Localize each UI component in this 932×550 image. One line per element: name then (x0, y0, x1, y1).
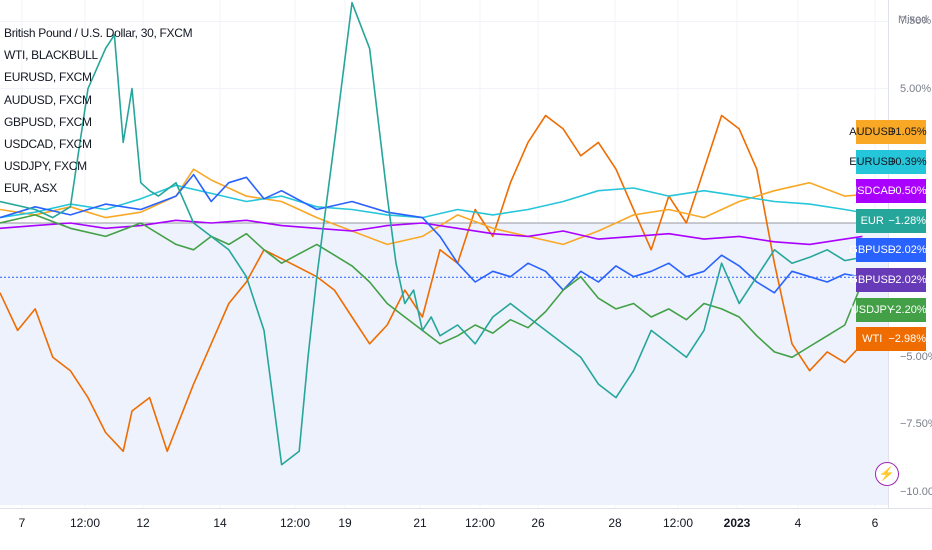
series-line-eur (0, 1, 863, 466)
legend-item-eur[interactable]: EUR, ASX (4, 181, 57, 196)
time-scale-divider (0, 508, 932, 509)
badge-value: −1.28% (888, 214, 926, 227)
badge-gbpusd: GBPUSD −2.02% (849, 268, 927, 292)
x-tick-label: 12:00 (464, 516, 496, 530)
x-tick-label: 4 (794, 516, 802, 530)
badge-gbpusd: GBPUSD −2.02% (849, 238, 927, 263)
y-tick-label: −7.50% (900, 418, 932, 431)
badge-symbol: EUR (860, 214, 884, 227)
badge-symbol: GBPUSD (849, 274, 896, 286)
badge-symbol: USDJPY (850, 303, 895, 316)
x-tick-label: 28 (608, 516, 622, 530)
badge-value: −2.98% (888, 333, 926, 346)
x-tick-label: 26 (531, 516, 545, 530)
legend-item-wti[interactable]: WTI, BLACKBULL (4, 48, 98, 63)
y-tick-label: 5.00% (900, 82, 932, 95)
badge-value: −2.02% (889, 244, 927, 257)
badge-symbol: EURUSD (849, 155, 896, 168)
legend-item-usdcad[interactable]: USDCAD, FXCM (4, 136, 92, 151)
badge-symbol: AUDUSD (849, 126, 896, 138)
x-tick-label: 14 (213, 516, 227, 530)
y-tick-label: −10.00% (900, 485, 932, 498)
badge-symbol: GBPUSD (849, 244, 896, 257)
badge-value: +0.39% (889, 155, 927, 168)
x-tick-label: 12:00 (279, 516, 311, 530)
series-line-eurusd (0, 184, 863, 219)
series-line-gbpusd (0, 173, 863, 294)
legend-item-eurusd[interactable]: EURUSD, FXCM (4, 70, 92, 85)
x-tick-label: 6 (871, 516, 879, 530)
legend-item-gbpusd[interactable]: GBPUSD, FXCM (4, 114, 92, 129)
legend-item-main-symbol[interactable]: British Pound / U.S. Dollar, 30, FXCM (4, 26, 193, 40)
badge-value: −0.50% (889, 185, 927, 198)
baseline-fill-area (0, 222, 888, 505)
lightning-icon[interactable]: ⚡ (875, 462, 899, 486)
badge-value: +1.05% (889, 126, 927, 138)
badge-symbol: USDCAD (849, 185, 896, 198)
legend-item-audusd[interactable]: AUDUSD, FXCM (4, 92, 92, 107)
badge-value: −2.20% (889, 303, 927, 316)
badge-usdcad: USDCAD −0.50% (849, 179, 927, 204)
badge-eurusd: EURUSD +0.39% (849, 149, 927, 174)
series-line-wti (0, 114, 863, 453)
series-legend: British Pound / U.S. Dollar, 30, FXCM WT… (4, 22, 193, 200)
x-tick-label: 21 (413, 516, 427, 530)
badge-audusd: AUDUSD +1.05% (849, 120, 927, 144)
badge-usdjpy: USDJPY −2.20% (850, 297, 927, 322)
y-tick-label: 7.50% (900, 15, 932, 28)
badge-symbol: WTI (862, 333, 883, 346)
badge-eur: EUR −1.28% (856, 208, 926, 233)
series-line-audusd (0, 168, 863, 246)
x-tick-label: 2023 (723, 516, 751, 530)
scale-mode-label[interactable]: Mixed (898, 14, 928, 26)
badge-wti: WTI −2.98% (856, 327, 926, 352)
y-tick-label: −5.00% (900, 351, 932, 364)
badge-value: −2.02% (889, 274, 927, 286)
series-line-usdcad (0, 219, 863, 246)
x-tick-label: 12 (136, 516, 150, 530)
x-tick-label: 7 (18, 516, 26, 530)
x-tick-label: 19 (338, 516, 352, 530)
x-tick-label: 12:00 (69, 516, 101, 530)
x-tick-label: 12:00 (662, 516, 694, 530)
legend-item-usdjpy[interactable]: USDJPY, FXCM (4, 159, 87, 174)
